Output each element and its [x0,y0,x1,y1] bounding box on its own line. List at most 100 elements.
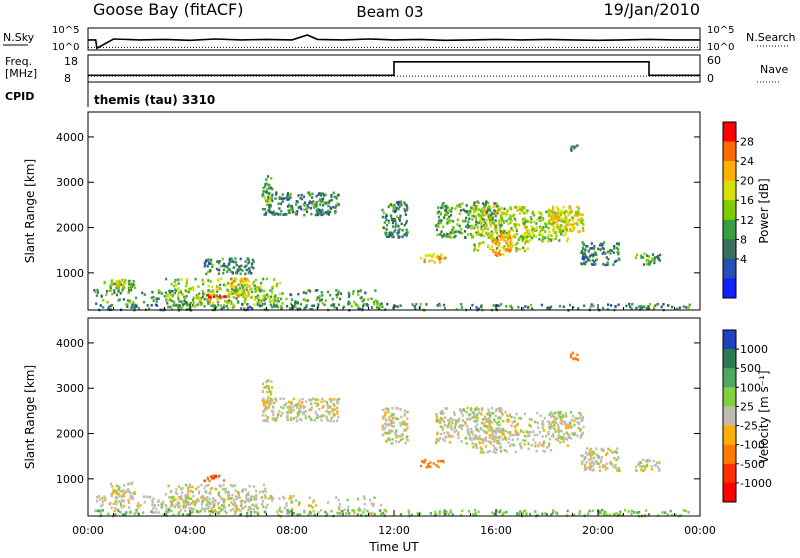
vel-cell [189,489,192,493]
power-cell [143,293,146,296]
vel-cell [436,438,439,442]
power-cell [294,301,297,305]
vel-cell [100,504,103,508]
vel-cell [117,500,121,503]
power-cell [233,277,236,281]
vel-cell [233,484,237,487]
vel-cell [332,413,335,416]
vel-cell [548,442,551,446]
power-cell [218,296,221,299]
vel-cell [152,507,155,510]
vel-cell [569,410,573,414]
vel-cell [381,408,385,412]
power-cell [556,223,559,227]
power-cell [501,236,504,240]
vel-cell [114,513,117,516]
vel-cell [337,506,340,509]
power-cell [393,210,396,214]
power-cell [550,216,553,219]
power-cell [475,233,479,236]
vel-cell [321,397,324,401]
vel-cell [538,431,541,434]
vel-cell [292,512,295,515]
power-cell [550,305,553,309]
power-cell [577,307,580,310]
vel-cell [336,398,339,402]
vel-cell [115,497,118,500]
power-cell [278,196,281,199]
power-cell [243,283,246,287]
vel-cell [406,426,409,429]
power-cell [535,235,538,238]
power-cell [495,228,498,231]
power-cell [357,306,360,309]
power-cell [94,290,97,294]
power-cell [238,267,241,270]
power-cell [517,305,520,309]
power-cell [288,203,291,207]
power-cell [485,210,488,214]
vel-cell [553,423,556,427]
vel-cell [199,509,202,513]
power-cell [490,230,493,233]
power-cell [492,205,495,208]
power-cell [278,207,281,210]
power-cell [324,299,327,302]
power-cell [479,234,483,237]
vel-cell [352,509,355,513]
vel-cell [211,507,214,510]
power-cell [581,213,584,217]
vel-cell [390,419,393,422]
power-cell [454,234,457,238]
vel-cell [440,432,443,436]
vel-cell [576,420,579,424]
vel-cell [634,465,638,469]
vel-cell [339,503,342,506]
power-cell [387,232,390,235]
power-cell [475,306,478,309]
vel-cell [476,437,479,441]
power-cell [482,241,485,244]
vel-cell [436,432,439,436]
vel-cell [298,404,302,407]
power-cell [238,292,241,296]
power-cell [131,304,134,307]
vel-cell [514,424,517,428]
vel-cell [551,412,554,416]
power-cell [477,213,480,216]
vel-cell [573,419,576,423]
power-cell [364,291,367,295]
vel-cell [399,438,402,442]
vel-cell [504,438,507,441]
vel-cell [614,513,617,516]
vel-cell [549,411,552,414]
vel-cell [403,421,406,424]
vel-cell [615,458,618,462]
vel-cell [595,460,598,463]
power-cell [547,227,550,230]
power-cell [515,247,518,250]
power-cell [552,230,556,233]
vel-cell [475,436,478,439]
power-cell [208,296,211,299]
power-cell [251,283,254,286]
power-cell [275,193,278,196]
vel-cell [514,450,517,454]
power-cell [265,188,268,191]
vel-cell [395,406,398,410]
vel-cell [302,412,305,416]
power-cell [339,297,342,301]
power-cell [514,219,517,222]
vel-cell [320,400,323,404]
vel-cell [212,510,215,514]
vel-cell [160,502,163,506]
power-cell [393,203,396,207]
power-cell [500,303,503,306]
vel-cell [384,407,387,411]
vel-cell [310,512,313,515]
power-cell [227,302,230,305]
power-cell [486,227,489,231]
vel-cell [536,421,539,425]
vel-cell [468,413,471,417]
power-cell [467,210,470,214]
